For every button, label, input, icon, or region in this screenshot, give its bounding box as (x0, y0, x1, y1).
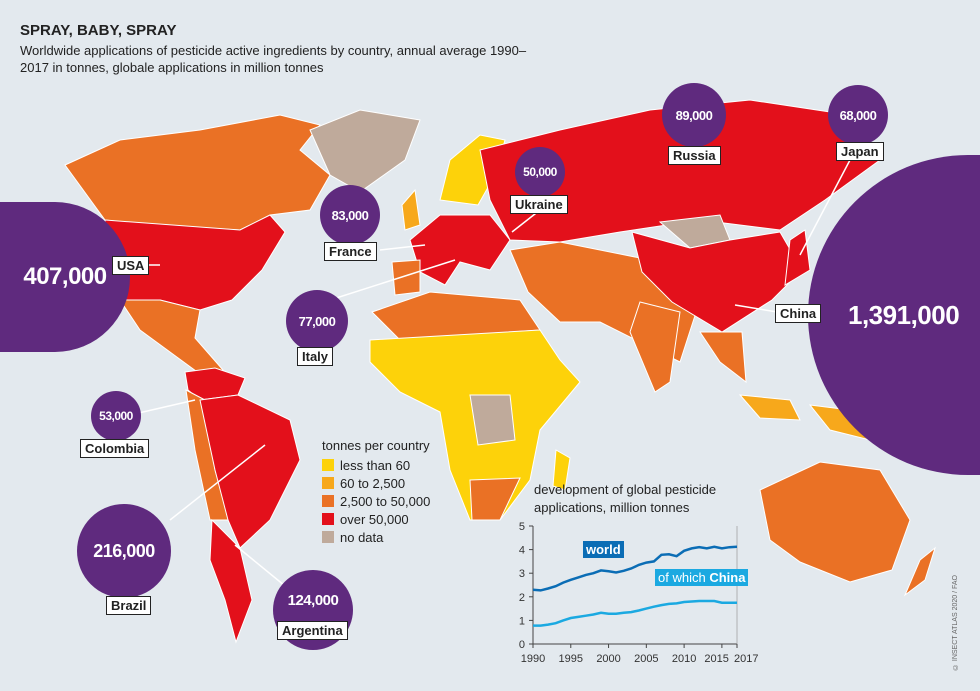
label-ukraine: Ukraine (510, 195, 568, 214)
pointer-china (734, 304, 778, 313)
bubble-italy: 77,000 (286, 290, 348, 352)
region-china (631, 231, 803, 333)
x-tick-label: 2017 (734, 653, 758, 665)
x-tick-label: 2015 (704, 653, 728, 665)
pointer-france (379, 244, 426, 251)
legend-swatch (322, 531, 334, 543)
region-india (629, 301, 681, 393)
legend-title: tonnes per country (322, 438, 430, 453)
series-label-world: world (583, 541, 624, 558)
bubble-value: 53,000 (99, 409, 133, 423)
bubble-russia: 89,000 (662, 83, 726, 147)
legend-swatch (322, 477, 334, 489)
bubble-japan: 68,000 (828, 85, 888, 145)
series-line-china (533, 599, 737, 627)
region-madagascar (552, 449, 571, 491)
series-line-world (532, 545, 738, 592)
bubble-usa: 407,000 (0, 202, 130, 352)
legend-swatch (322, 513, 334, 525)
y-tick-label: 1 (519, 615, 525, 627)
legend-item: no data (322, 528, 430, 546)
bubble-ukraine: 50,000 (515, 147, 565, 197)
bubble-colombia: 53,000 (91, 391, 141, 441)
infographic-title: SPRAY, BABY, SPRAY (20, 22, 177, 39)
x-tick-label: 2010 (672, 653, 696, 665)
bubble-value: 89,000 (675, 107, 713, 123)
region-uk (401, 188, 421, 231)
bubble-value: 50,000 (523, 165, 557, 179)
series-label-text: of which (658, 570, 706, 585)
legend-item: 2,500 to 50,000 (322, 492, 430, 510)
region-iberia (391, 259, 421, 296)
bubble-value: 216,000 (93, 540, 155, 561)
legend-label: no data (340, 529, 384, 545)
x-tick-label: 2000 (596, 653, 620, 665)
legend-label: 60 to 2,500 (340, 475, 406, 491)
x-tick-label: 2005 (634, 653, 658, 665)
label-brazil: Brazil (106, 596, 152, 615)
region-southern-africa (469, 477, 521, 521)
region-australia (759, 461, 911, 583)
legend-item: over 50,000 (322, 510, 430, 528)
x-tick-label: 1995 (559, 653, 583, 665)
label-japan: Japan (836, 142, 884, 161)
region-argentina (209, 518, 253, 644)
region-western-europe (409, 214, 511, 286)
series-label-bold: China (709, 570, 746, 585)
legend-item: 60 to 2,500 (322, 474, 430, 492)
map-legend: tonnes per country less than 60 60 to 2,… (322, 438, 430, 546)
region-greenland (309, 109, 421, 193)
region-central-africa-nodata (469, 394, 516, 446)
y-tick-label: 0 (519, 639, 525, 651)
chart-title: development of global pesticide applicat… (534, 482, 717, 515)
y-tick-label: 5 (519, 521, 525, 533)
bubble-france: 83,000 (320, 185, 380, 245)
bubble-value: 124,000 (287, 592, 339, 609)
legend-label: over 50,000 (340, 511, 409, 527)
bubble-value: 68,000 (839, 107, 877, 123)
legend-item: less than 60 (322, 456, 430, 474)
region-new-zealand (903, 546, 936, 597)
x-tick-label: 1990 (521, 653, 545, 665)
bubble-value: 83,000 (331, 207, 369, 223)
series-label-china: of which China (655, 569, 749, 586)
bubble-value: 1,391,000 (848, 299, 960, 330)
infographic-subtitle: Worldwide applications of pesticide acti… (20, 43, 527, 75)
legend-label: less than 60 (340, 457, 411, 473)
pointer-italy (329, 259, 456, 301)
label-argentina: Argentina (277, 621, 348, 640)
label-colombia: Colombia (80, 439, 150, 458)
pointer-argentina (234, 544, 291, 591)
pointer-brazil (169, 444, 266, 521)
y-tick-label: 3 (519, 568, 525, 580)
bubble-value: 407,000 (23, 263, 107, 290)
y-tick-label: 4 (519, 545, 525, 557)
region-brazil (199, 394, 301, 549)
pointer-japan (799, 159, 851, 256)
bubble-brazil: 216,000 (77, 504, 171, 598)
legend-label: 2,500 to 50,000 (340, 493, 431, 509)
label-china: China (775, 304, 822, 323)
legend-swatch (322, 495, 334, 507)
region-southeast-asia (699, 331, 747, 384)
bubble-value: 77,000 (298, 313, 336, 329)
label-italy: Italy (297, 347, 334, 366)
label-usa: USA (112, 256, 150, 275)
label-france: France (324, 242, 377, 261)
region-japan (784, 229, 811, 286)
credit: © INSECT ATLAS 2020 / FAO (952, 575, 959, 671)
label-russia: Russia (668, 146, 721, 165)
legend-swatch (322, 459, 334, 471)
y-tick-label: 2 (519, 592, 525, 604)
